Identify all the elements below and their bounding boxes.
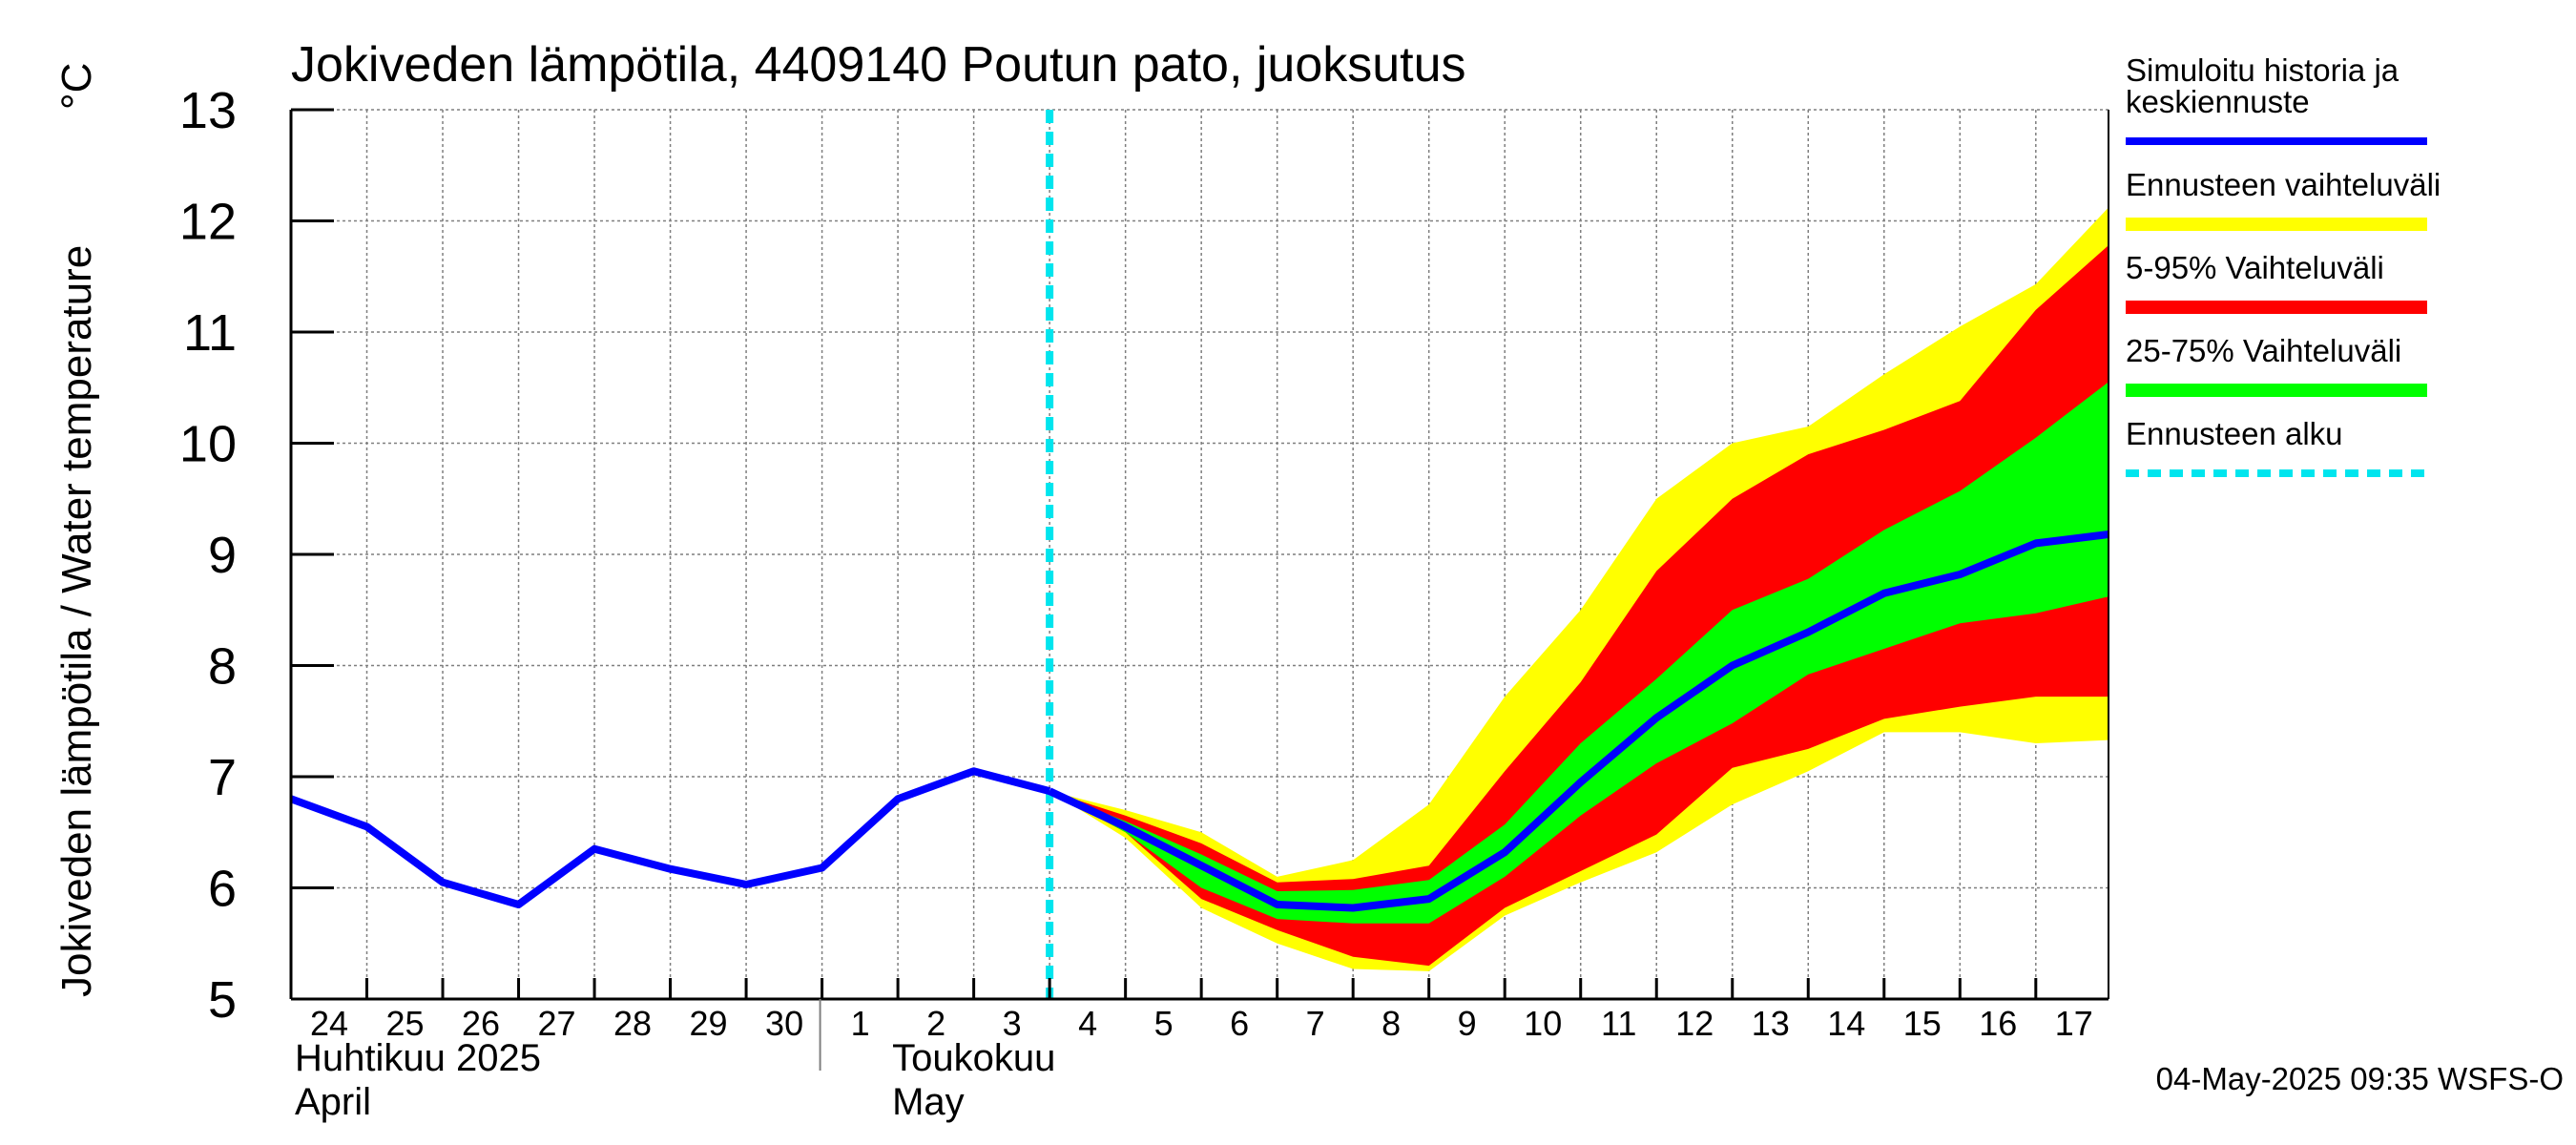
legend-item: Ennusteen vaihteluväli: [2126, 167, 2441, 231]
y-axis-unit: °C: [53, 63, 100, 110]
y-axis-label: Jokiveden lämpötila / Water temperature …: [53, 63, 100, 997]
legend-item: 25-75% Vaihteluväli: [2126, 333, 2427, 397]
legend-label: Ennusteen alku: [2126, 416, 2343, 451]
x-tick-label: 17: [2055, 1004, 2093, 1043]
x-tick-label: 5: [1154, 1004, 1174, 1043]
forecast-bands: [1049, 207, 2109, 971]
legend-item: Ennusteen alku: [2126, 416, 2427, 477]
x-tick-label: 3: [1003, 1004, 1022, 1043]
x-tick-label: 13: [1752, 1004, 1790, 1043]
x-tick-label: 27: [538, 1004, 576, 1043]
month-label-fi: Huhtikuu 2025: [295, 1037, 541, 1079]
median-forecast-line: [1048, 531, 2109, 912]
y-tick-label: 12: [179, 194, 237, 251]
x-tick-label: 12: [1675, 1004, 1714, 1043]
x-tick-label: 15: [1903, 1004, 1942, 1043]
x-tick-label: 30: [765, 1004, 803, 1043]
x-tick-label: 9: [1458, 1004, 1477, 1043]
chart-title: Jokiveden lämpötila, 4409140 Poutun pato…: [291, 37, 1466, 93]
x-tick-label: 14: [1827, 1004, 1865, 1043]
x-tick-label: 28: [613, 1004, 652, 1043]
x-tick-label: 24: [310, 1004, 348, 1043]
x-tick-label: 2: [926, 1004, 945, 1043]
band-25-75: [1049, 382, 2109, 924]
legend-item: 5-95% Vaihteluväli: [2126, 250, 2427, 314]
axes: [289, 108, 2109, 1071]
x-tick-label: 7: [1306, 1004, 1325, 1043]
month-label-en: April: [295, 1081, 371, 1123]
x-tick-label: 6: [1230, 1004, 1249, 1043]
y-tick-label: 5: [208, 971, 237, 1029]
series-lines: [289, 110, 2109, 999]
x-tick-label: 8: [1381, 1004, 1401, 1043]
legend-label: Ennusteen vaihteluväli: [2126, 167, 2441, 202]
month-label-fi: Toukokuu: [892, 1037, 1055, 1079]
y-axis-title: Jokiveden lämpötila / Water temperature: [53, 245, 100, 997]
y-tick-label: 8: [208, 638, 237, 696]
y-tick-label: 6: [208, 861, 237, 918]
x-tick-label: 26: [462, 1004, 500, 1043]
y-tick-label: 10: [179, 416, 237, 473]
x-tick-label: 16: [1979, 1004, 2017, 1043]
legend-label: keskiennuste: [2126, 84, 2310, 119]
legend-label: 25-75% Vaihteluväli: [2126, 333, 2401, 368]
x-tick-label: 11: [1601, 1004, 1636, 1043]
x-tick-label: 25: [385, 1004, 424, 1043]
y-tick-label: 7: [208, 749, 237, 806]
history-series-line: [289, 767, 1051, 908]
x-tick-label: 29: [690, 1004, 728, 1043]
legend-label: Simuloitu historia ja: [2126, 52, 2399, 88]
y-tick-label: 13: [179, 82, 237, 139]
x-tick-label: 4: [1078, 1004, 1097, 1043]
month-label-en: May: [892, 1081, 965, 1123]
timestamp-footer: 04-May-2025 09:35 WSFS-O: [2156, 1061, 2564, 1096]
x-tick-label: 10: [1524, 1004, 1562, 1043]
legend-label: 5-95% Vaihteluväli: [2126, 250, 2384, 285]
y-tick-label: 9: [208, 527, 237, 584]
x-tick-label: 1: [851, 1004, 870, 1043]
y-tick-label: 11: [183, 304, 237, 362]
